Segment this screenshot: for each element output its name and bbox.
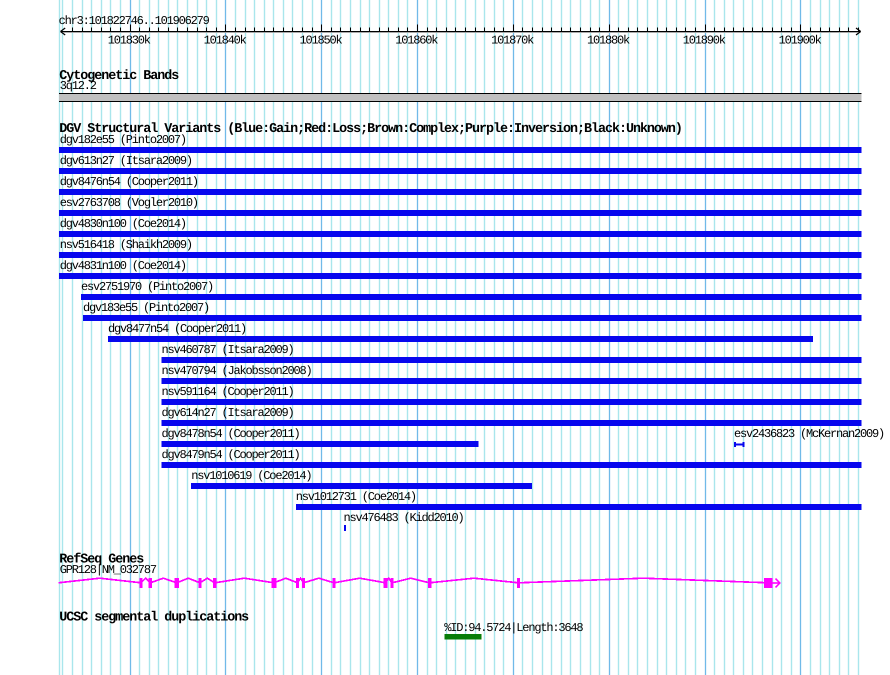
svg-text:3q12.2: 3q12.2 xyxy=(60,79,97,93)
svg-text:GPR128|NM_032787: GPR128|NM_032787 xyxy=(60,563,157,577)
svg-text:dgv8479n54 (Cooper2011): dgv8479n54 (Cooper2011) xyxy=(162,448,300,462)
svg-text:101880k: 101880k xyxy=(587,34,630,48)
svg-text:dgv8478n54 (Cooper2011): dgv8478n54 (Cooper2011) xyxy=(162,427,300,441)
svg-text:DGV Structural Variants (Blue:: DGV Structural Variants (Blue:Gain;Red:L… xyxy=(59,122,682,137)
svg-text:Cytogenetic Bands: Cytogenetic Bands xyxy=(59,69,179,84)
svg-text:101840k: 101840k xyxy=(204,34,247,48)
svg-text:101870k: 101870k xyxy=(491,34,534,48)
svg-text:esv2751970 (Pinto2007): esv2751970 (Pinto2007) xyxy=(81,280,213,294)
svg-text:dgv8476n54 (Cooper2011): dgv8476n54 (Cooper2011) xyxy=(60,175,198,189)
svg-text:nsv591164 (Cooper2011): nsv591164 (Cooper2011) xyxy=(162,385,294,399)
svg-text:UCSC segmental duplications: UCSC segmental duplications xyxy=(59,610,249,625)
svg-text:nsv470794 (Jakobsson2008): nsv470794 (Jakobsson2008) xyxy=(162,364,312,378)
svg-text:101850k: 101850k xyxy=(299,34,342,48)
svg-text:nsv516418 (Shaikh2009): nsv516418 (Shaikh2009) xyxy=(60,238,192,252)
svg-text:dgv183e55 (Pinto2007): dgv183e55 (Pinto2007) xyxy=(83,301,209,315)
svg-text:101900k: 101900k xyxy=(779,34,822,48)
svg-text:esv2763708 (Vogler2010): esv2763708 (Vogler2010) xyxy=(60,196,198,210)
svg-text:nsv1012731 (Coe2014): nsv1012731 (Coe2014) xyxy=(296,490,416,504)
svg-text:nsv476483 (Kidd2010): nsv476483 (Kidd2010) xyxy=(344,511,464,525)
svg-text:dgv182e55 (Pinto2007): dgv182e55 (Pinto2007) xyxy=(60,133,186,147)
svg-text:nsv460787 (Itsara2009): nsv460787 (Itsara2009) xyxy=(162,343,294,357)
svg-text:101860k: 101860k xyxy=(395,34,438,48)
svg-text:101830k: 101830k xyxy=(108,34,151,48)
svg-text:dgv8477n54 (Cooper2011): dgv8477n54 (Cooper2011) xyxy=(108,322,246,336)
svg-text:RefSeq Genes: RefSeq Genes xyxy=(59,553,144,568)
svg-text:dgv4830n100 (Coe2014): dgv4830n100 (Coe2014) xyxy=(60,217,186,231)
svg-text:nsv1010619 (Coe2014): nsv1010619 (Coe2014) xyxy=(191,469,311,483)
svg-text:chr3:101822746..101906279: chr3:101822746..101906279 xyxy=(59,14,210,28)
svg-text:dgv613n27 (Itsara2009): dgv613n27 (Itsara2009) xyxy=(60,154,192,168)
svg-text:dgv614n27 (Itsara2009): dgv614n27 (Itsara2009) xyxy=(162,406,294,420)
svg-text:101890k: 101890k xyxy=(683,34,726,48)
svg-text:esv2436823 (McKernan2009): esv2436823 (McKernan2009) xyxy=(734,427,884,441)
svg-text:%ID:94.5724|Length:3648: %ID:94.5724|Length:3648 xyxy=(444,621,583,635)
svg-text:dgv4831n100 (Coe2014): dgv4831n100 (Coe2014) xyxy=(60,259,186,273)
